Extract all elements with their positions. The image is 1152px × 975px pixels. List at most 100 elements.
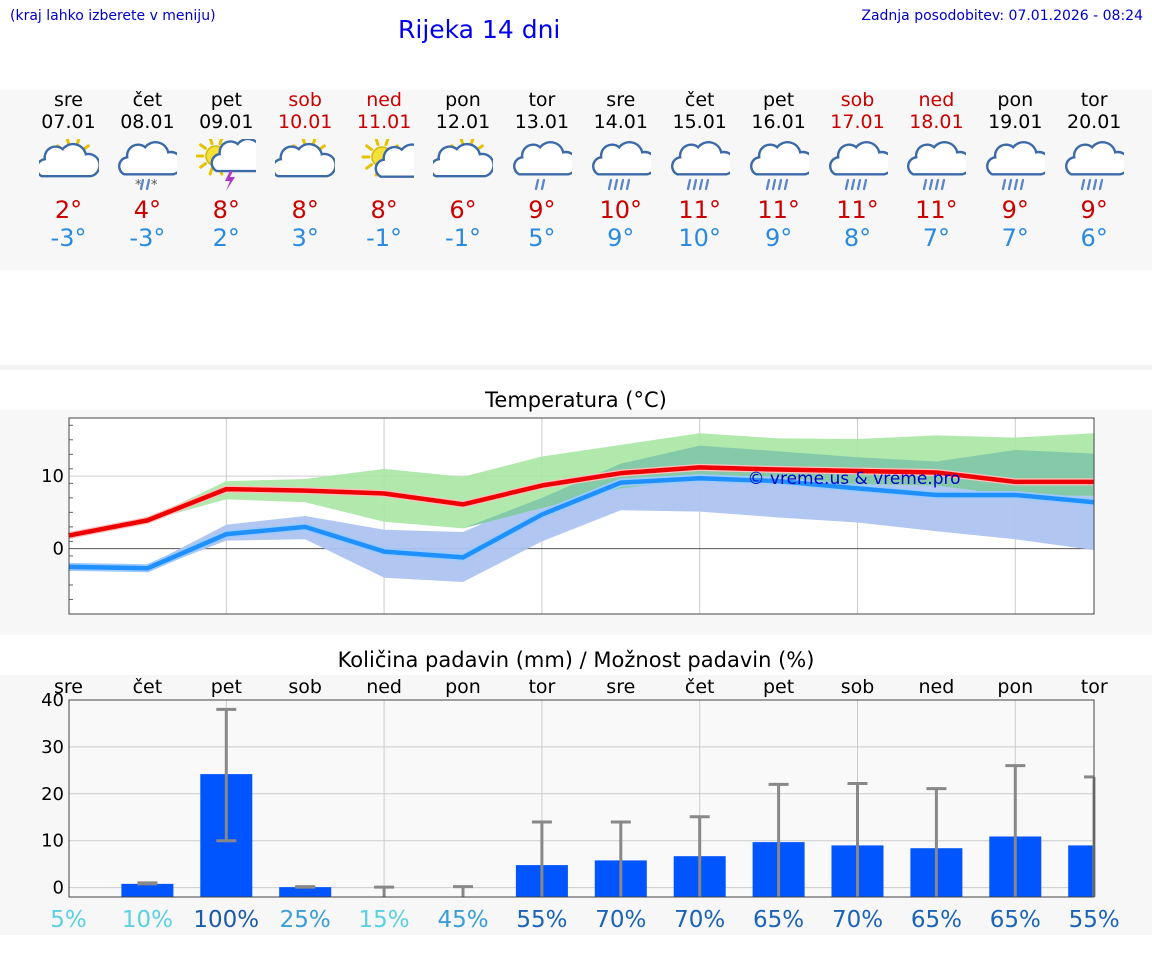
min-temperature: 7° xyxy=(1001,224,1029,252)
location-menu-hint: (kraj lahko izberete v meniju) xyxy=(10,8,216,24)
plot-frame xyxy=(68,417,1095,615)
lightning-bolt xyxy=(225,171,236,191)
cloud-shape xyxy=(374,143,415,178)
x-category-label: sob xyxy=(288,676,322,698)
cloud-shape xyxy=(512,141,572,176)
daily-forecast-strip xyxy=(0,90,1152,270)
rain-drop xyxy=(146,178,151,191)
cloud-shape xyxy=(433,142,493,178)
min-temperature: 2° xyxy=(212,224,240,252)
sun-ray xyxy=(218,139,224,146)
rain-drop xyxy=(777,178,782,191)
rain-drop xyxy=(929,178,934,191)
day-date: 17.01 xyxy=(830,111,885,133)
max-temperature: 11° xyxy=(915,196,958,224)
y-tick-label: 30 xyxy=(41,737,64,758)
min-temperature: 6° xyxy=(1080,224,1108,252)
day-name: čet xyxy=(684,89,715,111)
x-category-label: pon xyxy=(997,676,1033,698)
y-tick-label: 0 xyxy=(53,539,64,560)
day-date: 19.01 xyxy=(988,111,1043,133)
x-category-label: pon xyxy=(445,676,481,698)
day-date: 18.01 xyxy=(909,111,964,133)
precipitation-probability: 55% xyxy=(1069,907,1120,933)
x-category-label: sre xyxy=(606,676,635,698)
precipitation-probability: 15% xyxy=(359,907,410,933)
rain-drop xyxy=(686,178,691,191)
min-temperature: -3° xyxy=(50,224,87,252)
x-category-label: čet xyxy=(685,676,715,698)
precipitation-bar xyxy=(279,887,332,897)
sun-ray xyxy=(199,162,208,169)
day-name: sre xyxy=(606,89,636,111)
day-date: 11.01 xyxy=(356,111,412,133)
max-temperature: 11° xyxy=(678,196,721,224)
day-name: ned xyxy=(918,89,955,111)
max-temperature: 10° xyxy=(599,196,643,224)
day-column: sre 07.01 2° -3° xyxy=(29,89,109,252)
rain-drop xyxy=(704,178,709,191)
max-temperature: 11° xyxy=(757,196,800,224)
day-date: 10.01 xyxy=(277,111,333,133)
precipitation-probability: 10% xyxy=(122,907,173,933)
sun-small-cloud-icon xyxy=(361,139,415,178)
max-temperature: 8° xyxy=(212,196,240,224)
cloud-rain-icon xyxy=(512,141,572,191)
rain-drop xyxy=(923,178,928,191)
sun-ray xyxy=(365,144,374,151)
precipitation-bar xyxy=(121,883,174,897)
x-category-label: čet xyxy=(133,676,163,698)
rain-drop xyxy=(140,178,145,191)
x-category-label: sob xyxy=(841,676,875,698)
rain-drop xyxy=(1081,178,1086,191)
cloud-heavy-rain-icon xyxy=(591,141,651,191)
min-temperature: 9° xyxy=(607,224,635,252)
rain-drop xyxy=(534,178,540,191)
day-column: čet 15.01 11° 10° xyxy=(660,89,740,252)
min-temperature: -3° xyxy=(129,224,166,252)
rain-drop xyxy=(619,178,624,191)
max-temperature: 11° xyxy=(836,196,879,224)
min-temperature-line xyxy=(68,476,1095,571)
max-temperature: 9° xyxy=(1080,196,1108,224)
rain-drop xyxy=(698,178,703,191)
x-category-label: sre xyxy=(54,676,83,698)
sun-cloud-icon xyxy=(433,139,493,178)
cloud-shape xyxy=(749,141,809,176)
min-temperature: 8° xyxy=(843,224,872,252)
day-name: tor xyxy=(1080,89,1108,111)
day-name: pon xyxy=(445,89,481,111)
rain-drop xyxy=(613,178,618,191)
day-column: tor 13.01 9° 5° xyxy=(502,89,582,252)
precipitation-probability: 25% xyxy=(280,907,331,933)
rain-drop xyxy=(1008,178,1013,191)
snowflake: * xyxy=(135,178,142,193)
max-temperature: 9° xyxy=(1001,196,1029,224)
precipitation-probability: 70% xyxy=(832,907,883,933)
day-date: 16.01 xyxy=(751,111,806,133)
rain-drop xyxy=(850,178,855,191)
x-category-label: pet xyxy=(763,676,794,698)
day-column: pet 16.01 11° 9° xyxy=(739,89,819,252)
snowflake: * xyxy=(151,178,158,193)
day-column: čet 08.01 * * 4° -3° xyxy=(107,89,187,252)
cloud-shape xyxy=(670,141,730,176)
day-column: pet 09.01 8° 2° xyxy=(186,89,266,252)
day-date: 07.01 xyxy=(41,111,96,133)
cloud-heavy-rain-icon xyxy=(986,141,1046,191)
x-category-label: tor xyxy=(528,676,555,698)
day-date: 15.01 xyxy=(672,111,727,133)
day-column: tor 20.01 9° 6° xyxy=(1054,89,1134,252)
rain-drop xyxy=(1002,178,1007,191)
rain-drop xyxy=(1099,178,1104,191)
temperature-chart-title: Temperatura (°C) xyxy=(485,388,667,412)
sun-ray xyxy=(365,163,374,170)
y-tick-label: 40 xyxy=(41,690,64,711)
sun-cloud-icon xyxy=(38,139,99,178)
cloud-shape xyxy=(210,139,257,173)
rain-drop xyxy=(1093,178,1098,191)
rain-drop xyxy=(935,178,940,191)
rain-drop xyxy=(1020,178,1025,191)
day-name: tor xyxy=(528,89,556,111)
